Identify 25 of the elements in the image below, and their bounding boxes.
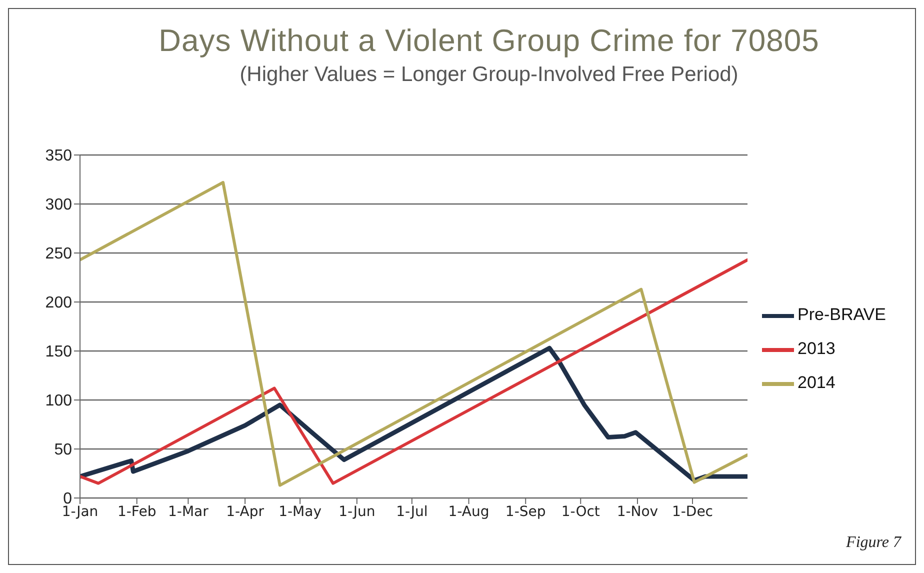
x-tick-label: 1-May — [278, 504, 322, 520]
y-tick-label: 200 — [45, 294, 72, 312]
y-tick-label: 150 — [45, 344, 72, 361]
x-tick-label: 1-Nov — [616, 504, 658, 520]
y-tick-label: 250 — [45, 246, 72, 263]
y-tick-label: 350 — [45, 148, 72, 165]
legend-label: 2014 — [798, 373, 836, 392]
x-tick-label: 1-Jul — [396, 504, 428, 520]
x-tick-label: 1-Oct — [561, 504, 600, 520]
legend-label: Pre-BRAVE — [798, 305, 886, 324]
caption: Figure 7 — [846, 534, 901, 552]
x-tick-label: 1-Jun — [338, 504, 376, 520]
x-tick-label: 1-Sep — [505, 504, 546, 520]
y-tick-label: 50 — [54, 442, 72, 459]
x-tick-label: 1-Jan — [62, 504, 98, 520]
x-tick-label: 1-Mar — [168, 504, 209, 520]
legend-label: 2013 — [798, 339, 836, 358]
chart-subtitle: (Higher Values = Longer Group-Involved Free Period) — [238, 63, 740, 87]
chart-title: Days Without a Violent Group Crime for 70805 — [158, 23, 820, 59]
x-tick-label: 1-Dec — [672, 504, 714, 520]
x-tick-label: 1-Apr — [226, 504, 264, 520]
x-tick-label: 1-Aug — [448, 504, 490, 520]
x-tick-label: 1-Feb — [117, 504, 156, 520]
y-tick-label: 300 — [45, 196, 72, 214]
y-tick-label: 100 — [45, 392, 72, 410]
